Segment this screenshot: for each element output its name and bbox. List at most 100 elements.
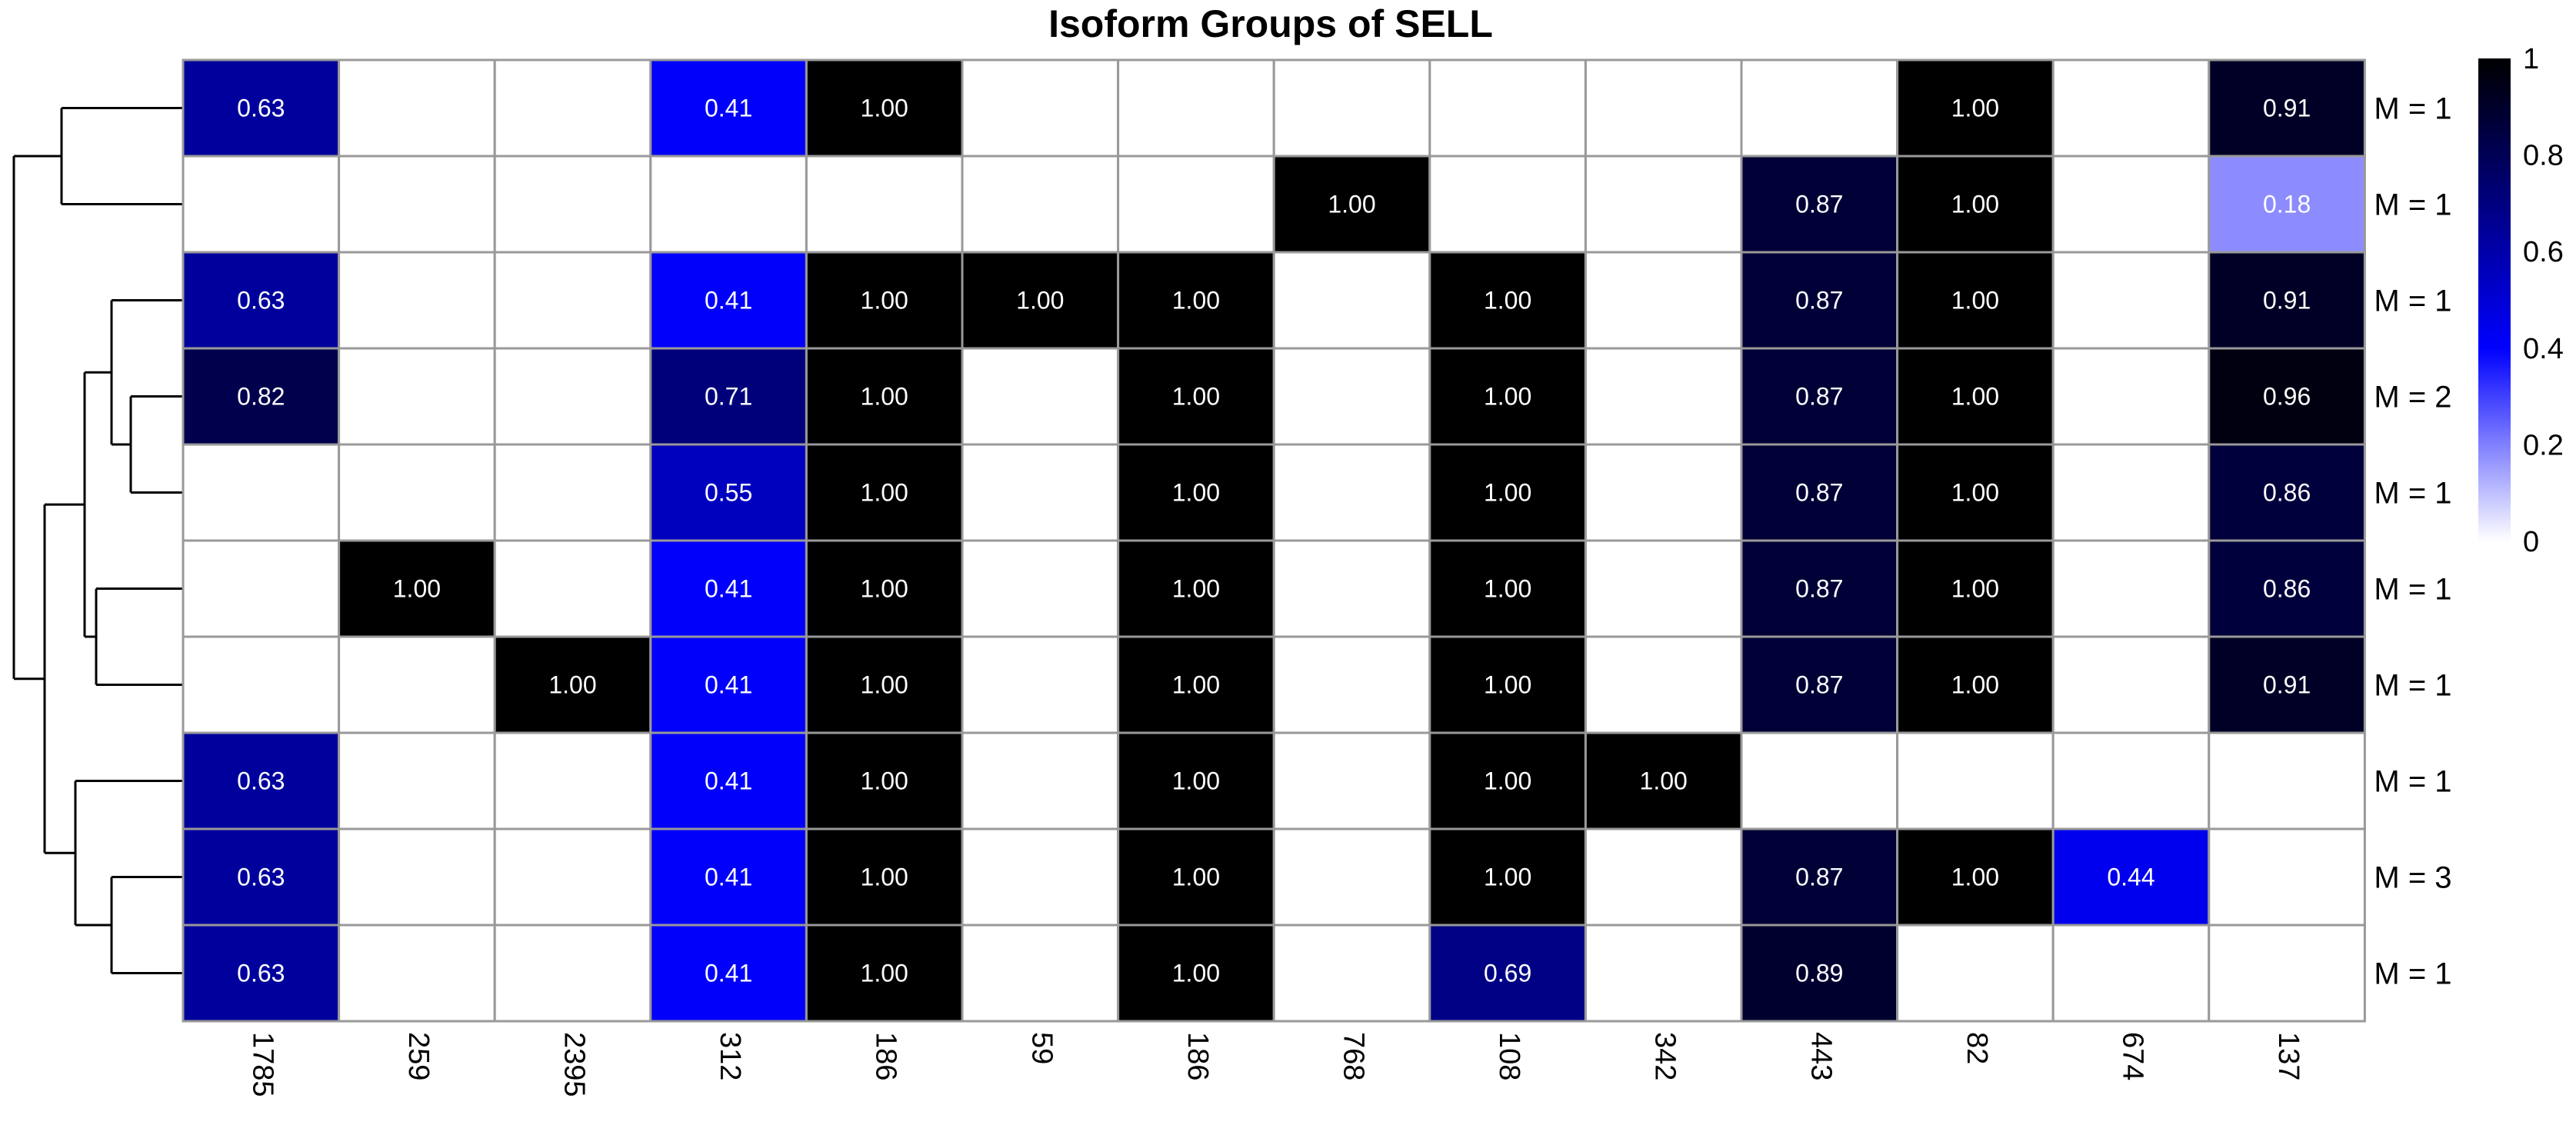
cell-value-label: 0.87 xyxy=(1795,383,1843,411)
cell-value-label: 1.00 xyxy=(1172,575,1220,603)
row-label: M = 1 xyxy=(2374,669,2451,703)
heatmap-cell xyxy=(338,731,496,830)
column-label: 137 xyxy=(2272,1032,2304,1080)
column-label: 108 xyxy=(1493,1032,1525,1080)
heatmap-cell xyxy=(1740,635,1899,734)
heatmap-cell xyxy=(1584,539,1743,638)
legend-tick-label: 0 xyxy=(2523,526,2539,558)
legend-tick-label: 0.6 xyxy=(2523,236,2564,268)
heatmap-cell xyxy=(1584,58,1743,158)
heatmap-cell xyxy=(493,347,652,446)
cell-value-label: 0.63 xyxy=(237,864,285,891)
heatmap-cell xyxy=(649,635,808,734)
heatmap-cell xyxy=(805,251,964,350)
color-legend: 1 0.8 0.6 0.4 0.2 0 xyxy=(2478,43,2564,558)
heatmap-cell xyxy=(1740,58,1899,158)
cell-value-label: 1.00 xyxy=(861,383,908,411)
cell-value-label: 1.00 xyxy=(1484,864,1531,891)
heatmap-cell xyxy=(1740,443,1899,542)
cell-value-label: 1.00 xyxy=(1172,671,1220,699)
heatmap-cell xyxy=(961,539,1120,638)
heatmap-cell xyxy=(1896,251,2054,350)
column-label: 1785 xyxy=(246,1032,278,1097)
heatmap-cell xyxy=(961,731,1120,830)
heatmap-cell xyxy=(2208,635,2366,734)
heatmap-cell xyxy=(1740,251,1899,350)
cell-value-label: 0.87 xyxy=(1795,575,1843,603)
heatmap-cell xyxy=(805,58,964,158)
heatmap-cell xyxy=(2051,251,2211,350)
heatmap-cell xyxy=(649,731,808,830)
heatmap-cell xyxy=(2208,827,2366,927)
cell-value-label: 1.00 xyxy=(1951,287,1999,315)
heatmap-cell xyxy=(493,731,652,830)
column-label: 443 xyxy=(1805,1032,1837,1080)
heatmap-cell xyxy=(493,251,652,350)
cell-value-label: 0.91 xyxy=(2263,671,2311,699)
heatmap-cell xyxy=(182,58,341,158)
legend-tick-label: 0.8 xyxy=(2523,140,2564,172)
cell-value-label: 1.00 xyxy=(1951,479,1999,507)
cell-value-label: 1.00 xyxy=(861,95,908,122)
heatmap-cell xyxy=(182,347,341,446)
heatmap-cell xyxy=(1272,635,1431,734)
cell-value-label: 0.41 xyxy=(705,95,752,122)
cell-value-label: 0.87 xyxy=(1795,864,1843,891)
cell-value-label: 1.00 xyxy=(1484,767,1531,795)
heatmap-cell xyxy=(1896,155,2054,254)
heatmap-cell xyxy=(805,443,964,542)
heatmap-cell xyxy=(1117,155,1275,254)
cell-value-label: 1.00 xyxy=(1484,575,1531,603)
column-label: 768 xyxy=(1337,1032,1369,1080)
heatmap-cell xyxy=(1272,731,1431,830)
row-label: M = 1 xyxy=(2374,188,2451,222)
heatmap-cell xyxy=(2208,443,2366,542)
cell-value-label: 1.00 xyxy=(1172,767,1220,795)
heatmap-cell xyxy=(2051,155,2211,254)
row-label: M = 1 xyxy=(2374,285,2451,318)
cell-value-label: 0.55 xyxy=(705,479,752,507)
cell-value-label: 0.63 xyxy=(237,287,285,315)
heatmap-cell xyxy=(338,827,496,927)
heatmap-cell xyxy=(1428,155,1587,254)
cell-value-label: 1.00 xyxy=(1328,191,1375,218)
heatmap-cell xyxy=(1584,635,1743,734)
heatmap-cell xyxy=(805,347,964,446)
heatmap-cell xyxy=(338,347,496,446)
cell-value-label: 0.41 xyxy=(705,767,752,795)
heatmap-cell xyxy=(2051,347,2211,446)
cell-value-label: 0.87 xyxy=(1795,287,1843,315)
heatmap-cell xyxy=(1117,251,1275,350)
heatmap-cell xyxy=(1117,635,1275,734)
heatmap-cells: 0.63 0.41 1.00 1.00 0.91 1.00 0.87 1.00 0.18 0.63… xyxy=(182,58,2366,1023)
heatmap-cell xyxy=(961,155,1120,254)
cell-value-label: 0.41 xyxy=(705,287,752,315)
heatmap-cell xyxy=(1896,539,2054,638)
heatmap-cell xyxy=(2208,347,2366,446)
heatmap-cell xyxy=(1740,827,1899,927)
cell-value-label: 1.00 xyxy=(1951,95,1999,122)
heatmap-cell xyxy=(2051,443,2211,542)
cell-value-label: 1.00 xyxy=(861,960,908,987)
legend-tick-label: 0.2 xyxy=(2523,429,2564,461)
row-label: M = 1 xyxy=(2374,573,2451,607)
row-label: M = 1 xyxy=(2374,957,2451,991)
row-label: M = 1 xyxy=(2374,765,2451,799)
heatmap-cell xyxy=(1117,539,1275,638)
heatmap-cell xyxy=(1272,155,1431,254)
heatmap-cell xyxy=(338,924,496,1023)
heatmap-cell xyxy=(1117,731,1275,830)
row-label: M = 3 xyxy=(2374,861,2451,895)
cell-value-label: 1.00 xyxy=(1484,287,1531,315)
cell-value-label: 0.69 xyxy=(1484,960,1531,987)
heatmap-cell xyxy=(1896,347,2054,446)
heatmap-cell xyxy=(1896,731,2054,830)
heatmap-cell xyxy=(805,539,964,638)
heatmap-cell xyxy=(338,155,496,254)
column-labels: 1785 259 2395 312 186 59 186 768 108 342 443 82 674 1… xyxy=(246,1032,2304,1097)
heatmap-cell xyxy=(961,443,1120,542)
heatmap-cell xyxy=(182,924,341,1023)
cell-value-label: 1.00 xyxy=(1172,383,1220,411)
heatmap-cell xyxy=(493,155,652,254)
